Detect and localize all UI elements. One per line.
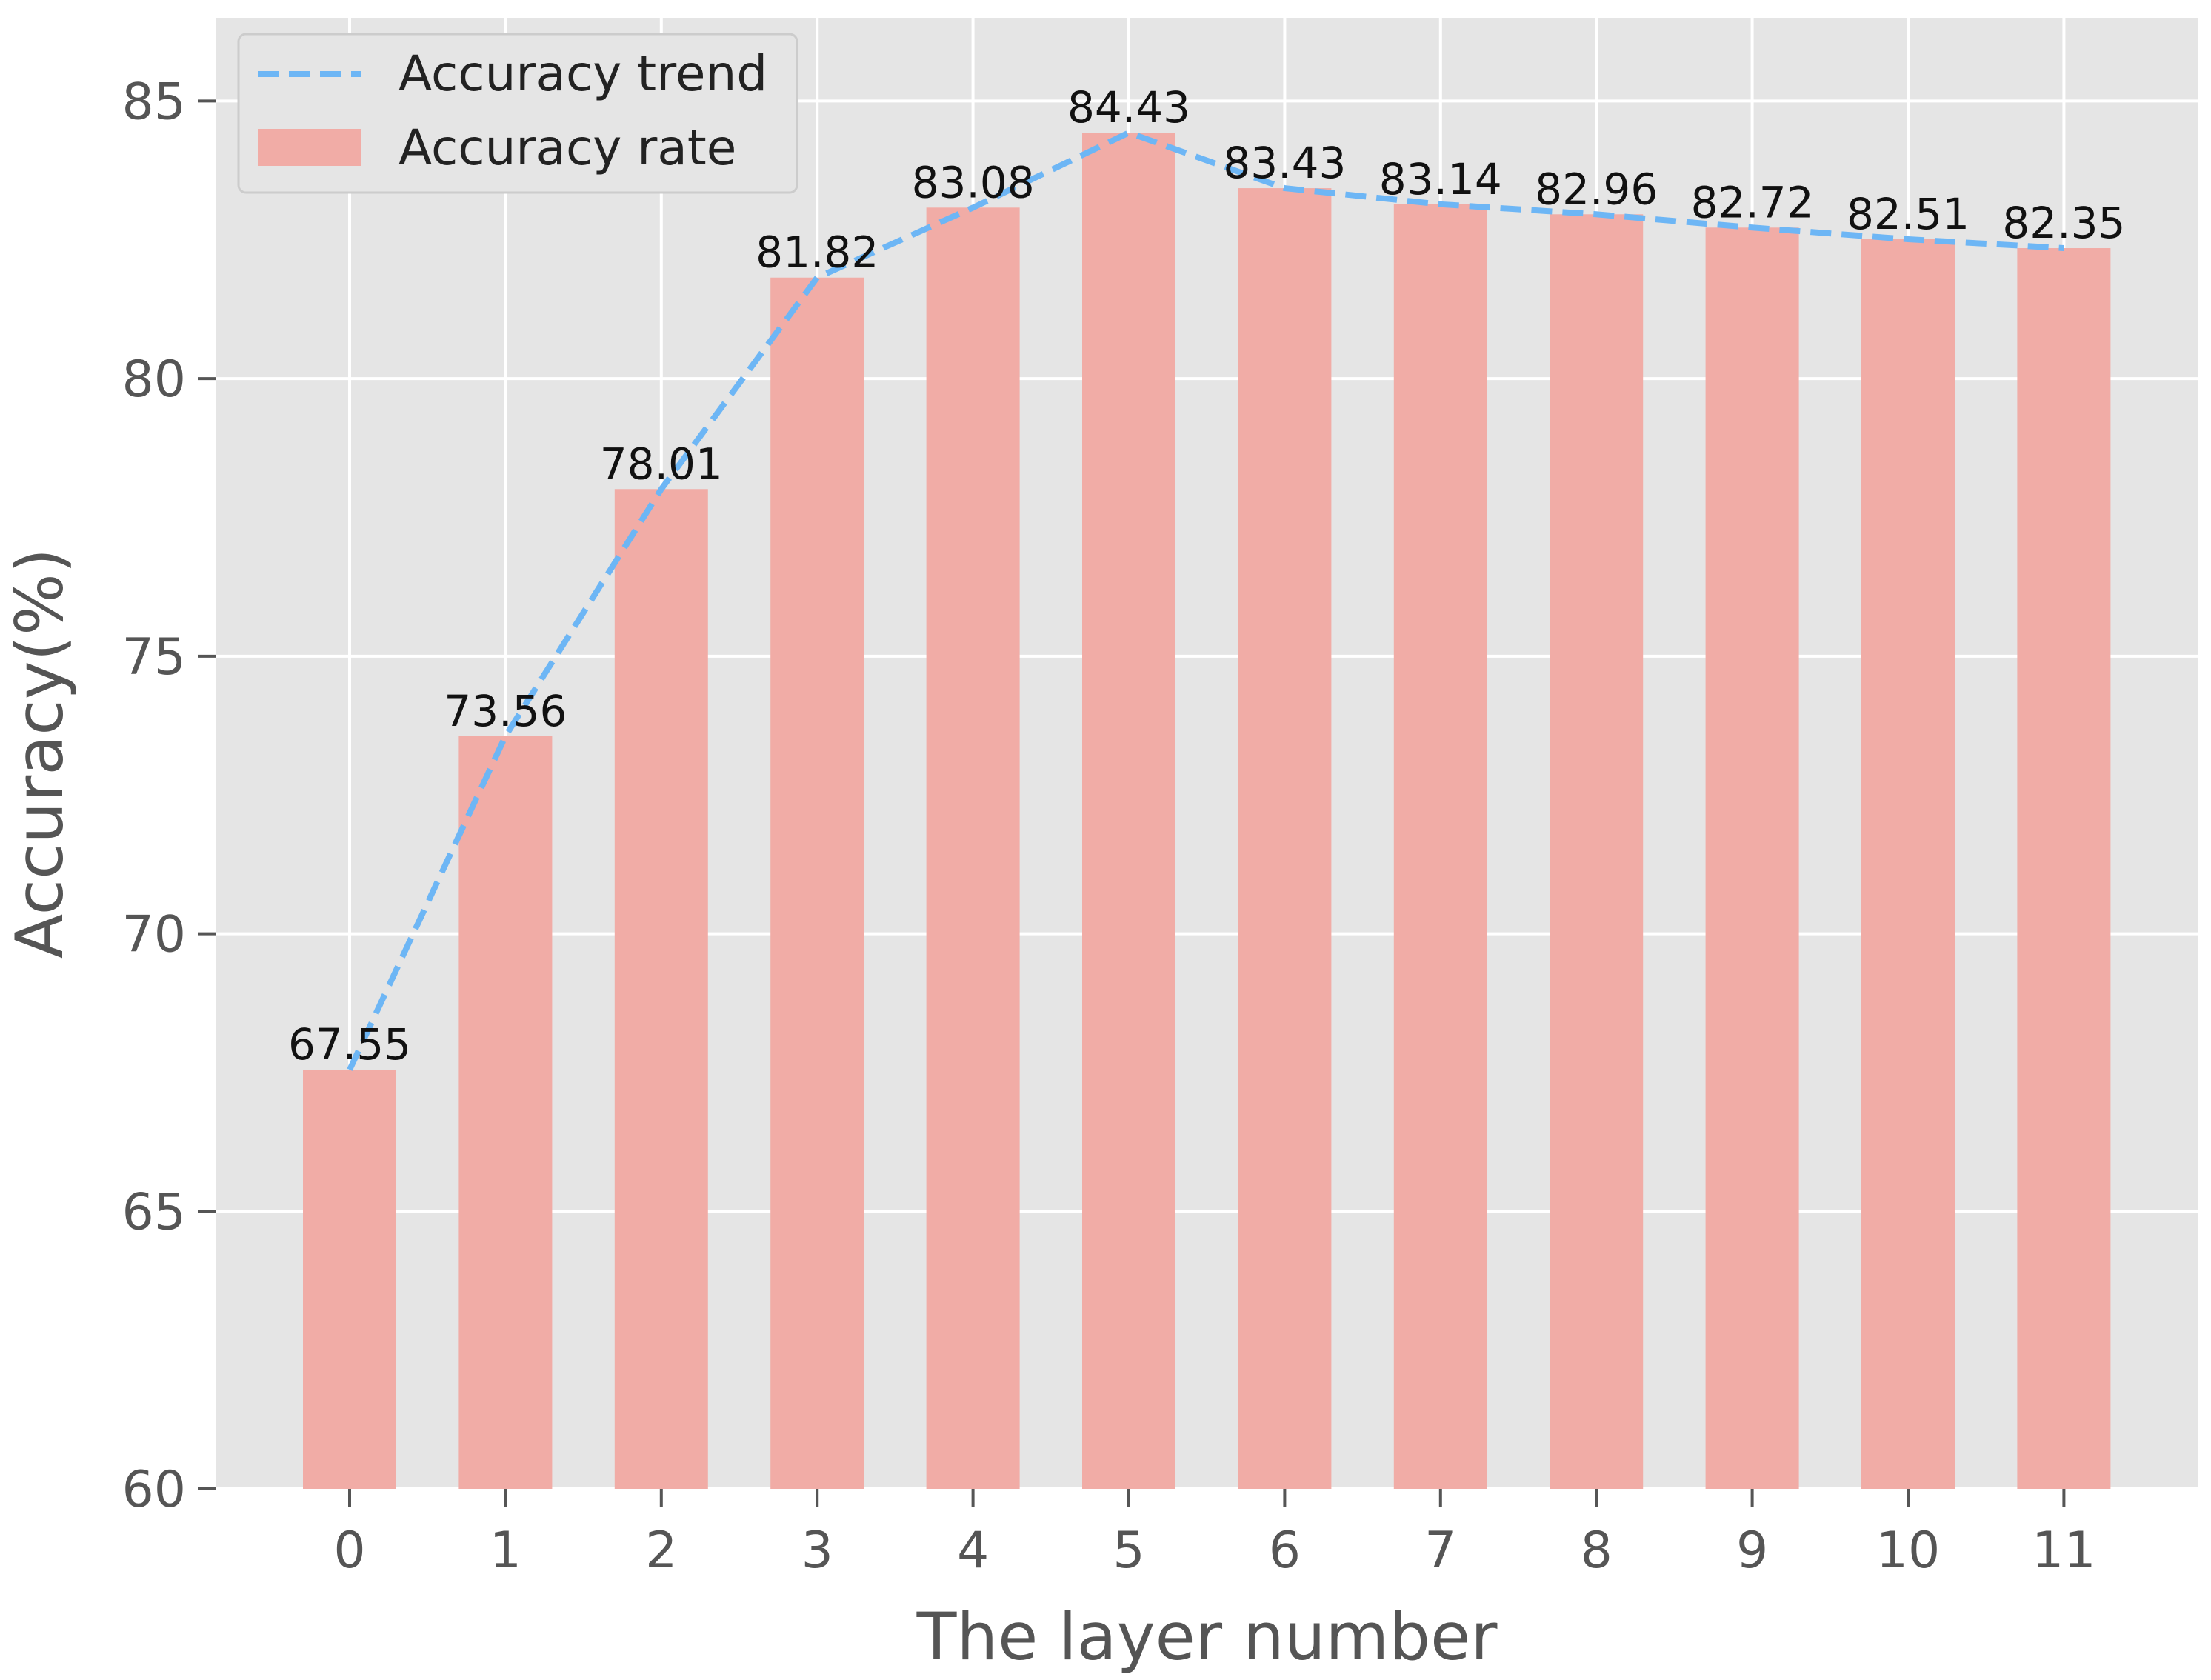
bar xyxy=(1861,239,1955,1489)
data-label: 82.72 xyxy=(1691,177,1814,227)
bar xyxy=(1705,227,1799,1490)
data-labels: 67.55 73.56 78.01 81.82 83.08 84.43 83.43 83.14… xyxy=(288,82,2125,1070)
legend-box xyxy=(237,33,798,194)
data-label: 84.43 xyxy=(1067,82,1190,133)
x-tick-label: 3 xyxy=(801,1521,833,1580)
data-label: 67.55 xyxy=(288,1019,411,1070)
x-tick-label: 8 xyxy=(1581,1521,1613,1580)
x-tick-label: 11 xyxy=(2032,1521,2096,1580)
bar xyxy=(1238,188,1332,1490)
legend: Accuracy trend Accuracy rate xyxy=(237,33,798,194)
x-tick-label: 5 xyxy=(1113,1521,1144,1580)
data-label: 81.82 xyxy=(756,227,878,278)
y-axis-ticks: 60 65 70 75 80 85 xyxy=(121,73,216,1519)
x-axis-title: The layer number xyxy=(916,1599,1498,1675)
data-label: 82.96 xyxy=(1535,164,1658,214)
legend-swatch-rate xyxy=(258,129,361,166)
data-label: 83.08 xyxy=(912,157,1035,207)
y-tick-label: 85 xyxy=(121,73,186,131)
y-tick-label: 70 xyxy=(121,906,186,964)
y-tick-label: 65 xyxy=(121,1183,186,1241)
x-tick-label: 2 xyxy=(645,1521,677,1580)
x-tick-label: 1 xyxy=(490,1521,521,1580)
legend-label-trend: Accuracy trend xyxy=(398,45,767,102)
trend-series xyxy=(347,130,2064,1071)
x-tick-label: 9 xyxy=(1736,1521,1768,1580)
bar xyxy=(458,736,553,1489)
x-tick-label: 6 xyxy=(1269,1521,1301,1580)
bar xyxy=(1550,214,1644,1490)
bar xyxy=(614,489,708,1489)
data-label: 73.56 xyxy=(444,686,567,736)
data-label: 83.43 xyxy=(1223,138,1346,188)
x-tick-label: 7 xyxy=(1424,1521,1456,1580)
data-label: 78.01 xyxy=(600,439,723,489)
x-tick-label: 10 xyxy=(1876,1521,1941,1580)
legend-label-rate: Accuracy rate xyxy=(398,119,736,176)
x-axis-ticks: 0 1 2 3 4 5 6 7 8 9 10 11 xyxy=(333,1489,2096,1580)
y-tick-label: 60 xyxy=(121,1461,186,1519)
y-axis-title: Accuracy(%) xyxy=(1,548,78,959)
x-tick-label: 0 xyxy=(333,1521,365,1580)
bar-series xyxy=(303,133,2111,1490)
bar xyxy=(303,1070,396,1489)
bar xyxy=(926,207,1020,1490)
y-tick-label: 80 xyxy=(121,350,186,409)
bar xyxy=(2017,248,2111,1489)
data-label: 82.51 xyxy=(1847,189,1970,239)
y-tick-label: 75 xyxy=(121,628,186,687)
bar xyxy=(770,277,864,1489)
data-label: 82.35 xyxy=(2002,198,2125,248)
bar xyxy=(1082,133,1175,1490)
bar xyxy=(1393,204,1487,1489)
x-tick-label: 4 xyxy=(957,1521,989,1580)
data-label: 83.14 xyxy=(1379,154,1502,204)
trend-line xyxy=(347,130,2064,1071)
